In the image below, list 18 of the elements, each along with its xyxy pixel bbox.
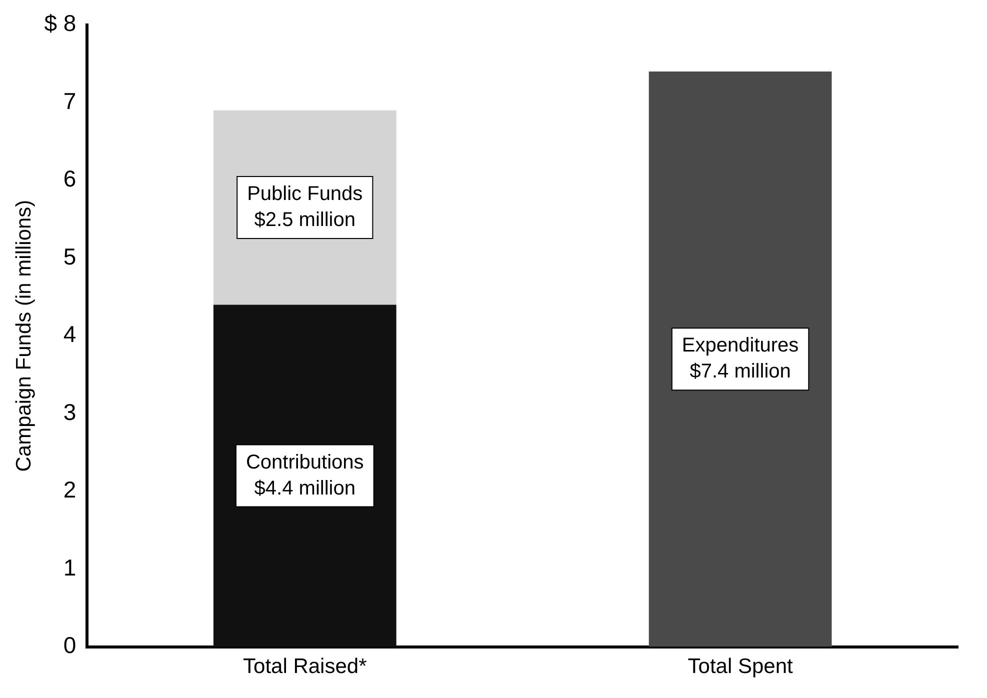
y-tick-label: 3 <box>63 398 76 425</box>
y-tick-label: $ 8 <box>44 10 76 36</box>
x-tick-label: Total Raised* <box>243 655 367 678</box>
series-label: Contributions <box>246 451 364 474</box>
y-tick-label: 0 <box>63 632 76 658</box>
y-tick-label: 4 <box>63 321 76 348</box>
y-tick-label: 5 <box>63 243 76 270</box>
y-tick-label: 1 <box>63 554 76 580</box>
series-label: Expenditures <box>682 334 799 357</box>
data-label: $7.4 million <box>690 360 791 383</box>
y-tick-label: 6 <box>63 166 76 192</box>
data-label: $4.4 million <box>254 477 356 500</box>
y-tick-label: 2 <box>63 476 76 503</box>
y-axis-title: Campaign Funds (in millions) <box>12 200 36 472</box>
y-tick-label: 7 <box>63 88 76 114</box>
data-label: $2.5 million <box>254 209 356 232</box>
series-label: Public Funds <box>247 183 363 206</box>
x-tick-label: Total Spent <box>688 655 793 678</box>
